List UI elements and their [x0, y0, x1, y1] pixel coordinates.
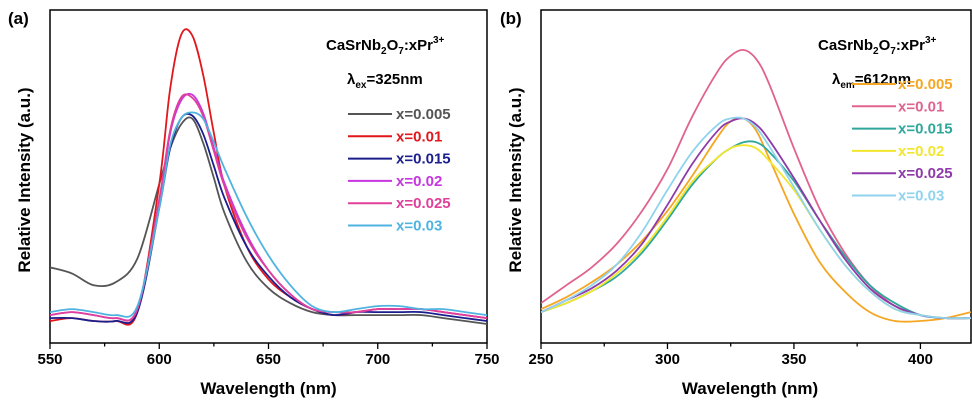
series-line-x=0.03: [541, 116, 971, 320]
legend-label: x=0.03: [396, 218, 442, 235]
panel-a-series-lines: [50, 28, 487, 326]
series-line-x=0.015: [50, 112, 487, 325]
legend-label: x=0.025: [898, 165, 953, 182]
panel-a-legend: x=0.005 x=0.01 x=0.015 x=0.02 x=0.025 x=0.03: [348, 106, 451, 235]
legend-label: x=0.005: [396, 106, 451, 123]
panel-b: (b) Relative Intensity (a.u.) 250 300 35…: [500, 9, 972, 398]
panel-a-xlabel: Wavelength (nm): [200, 379, 336, 398]
series-line-x=0.025: [541, 117, 971, 320]
legend-label: x=0.015: [396, 151, 451, 168]
panel-a-ticks: [49, 343, 488, 349]
panel-b-frame: [540, 9, 972, 344]
panel-a-compound: CaSrNb2O7:xPr3+: [326, 35, 445, 57]
series-line-x=0.005: [50, 116, 487, 325]
legend-label: x=0.02: [396, 173, 442, 190]
panel-b-ylabel: Relative Intensity (a.u.): [506, 87, 525, 272]
panel-b-x-tick-label: 250: [528, 351, 553, 368]
panel-b-label: (b): [500, 9, 522, 28]
legend-label: x=0.03: [898, 188, 944, 205]
panel-b-x-tick-label: 400: [908, 351, 933, 368]
legend-label: x=0.015: [898, 121, 953, 138]
panel-a-x-tick-label: 650: [256, 351, 281, 368]
legend-label: x=0.025: [396, 195, 451, 212]
panel-b-compound: CaSrNb2O7:xPr3+: [818, 35, 937, 57]
panel-a-x-tick-labels: 550 600 650 700 750: [37, 351, 499, 368]
panel-b-legend: x=0.005 x=0.01 x=0.015 x=0.02 x=0.025 x=0.03: [852, 76, 953, 205]
legend-label: x=0.02: [898, 143, 944, 160]
panel-a: (a) Relative Intensity (a.u.) 550 600 65…: [8, 9, 500, 398]
panel-a-x-tick-label: 550: [37, 351, 62, 368]
panel-b-x-tick-label: 300: [655, 351, 680, 368]
panel-a-label: (a): [8, 9, 29, 28]
panel-a-x-tick-label: 700: [365, 351, 390, 368]
series-line-x=0.03: [50, 111, 487, 318]
series-line-x=0.015: [541, 140, 971, 320]
series-line-x=0.025: [50, 93, 487, 322]
panel-b-ticks: [540, 343, 922, 349]
panel-b-series-lines: [541, 48, 971, 323]
legend-label: x=0.01: [898, 98, 944, 115]
panel-a-excitation: λex=325nm: [347, 71, 423, 91]
panel-b-x-tick-label: 350: [781, 351, 806, 368]
panel-a-ylabel: Relative Intensity (a.u.): [15, 87, 34, 272]
panel-b-xlabel: Wavelength (nm): [682, 379, 818, 398]
legend-label: x=0.005: [898, 76, 953, 93]
panel-a-x-tick-label: 750: [474, 351, 499, 368]
panel-b-x-tick-labels: 250 300 350 400: [528, 351, 933, 368]
panel-b-plot-area: [540, 9, 972, 349]
legend-label: x=0.01: [396, 128, 442, 145]
panel-a-x-tick-label: 600: [147, 351, 172, 368]
panel-a-plot-area: [49, 9, 488, 349]
